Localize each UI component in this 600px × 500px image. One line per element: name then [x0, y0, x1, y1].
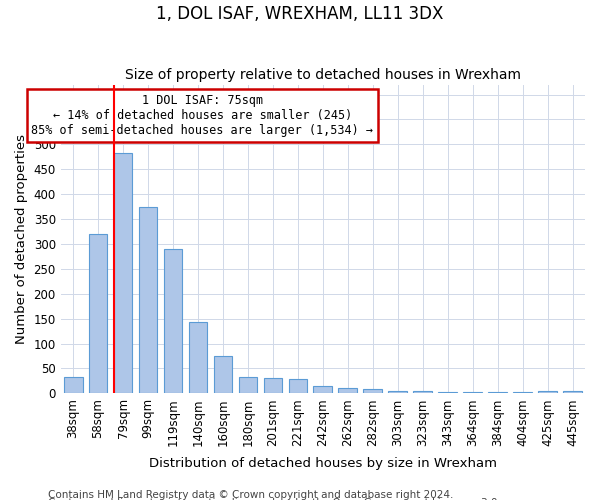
Bar	[114, 153, 133, 394]
Bar	[338, 388, 357, 394]
Bar	[364, 390, 382, 394]
Title: Size of property relative to detached houses in Wrexham: Size of property relative to detached ho…	[125, 68, 521, 82]
Bar	[164, 249, 182, 394]
Bar	[289, 379, 307, 394]
Bar	[463, 392, 482, 394]
Text: Contains public sector information licensed under the Open Government Licence v3: Contains public sector information licen…	[48, 498, 501, 500]
Bar	[239, 378, 257, 394]
Bar	[89, 234, 107, 394]
Bar	[513, 392, 532, 394]
Bar	[64, 378, 83, 394]
Bar	[313, 386, 332, 394]
Bar	[388, 391, 407, 394]
Bar	[214, 356, 232, 394]
Bar	[439, 392, 457, 394]
Text: 1 DOL ISAF: 75sqm
← 14% of detached houses are smaller (245)
85% of semi-detache: 1 DOL ISAF: 75sqm ← 14% of detached hous…	[31, 94, 373, 137]
Text: Contains HM Land Registry data © Crown copyright and database right 2024.: Contains HM Land Registry data © Crown c…	[48, 490, 454, 500]
Bar	[413, 392, 432, 394]
Y-axis label: Number of detached properties: Number of detached properties	[15, 134, 28, 344]
Bar	[538, 392, 557, 394]
Bar	[563, 391, 582, 394]
Bar	[488, 392, 507, 394]
Bar	[188, 322, 208, 394]
Bar	[139, 206, 157, 394]
X-axis label: Distribution of detached houses by size in Wrexham: Distribution of detached houses by size …	[149, 457, 497, 470]
Bar	[263, 378, 282, 394]
Text: 1, DOL ISAF, WREXHAM, LL11 3DX: 1, DOL ISAF, WREXHAM, LL11 3DX	[157, 5, 443, 23]
